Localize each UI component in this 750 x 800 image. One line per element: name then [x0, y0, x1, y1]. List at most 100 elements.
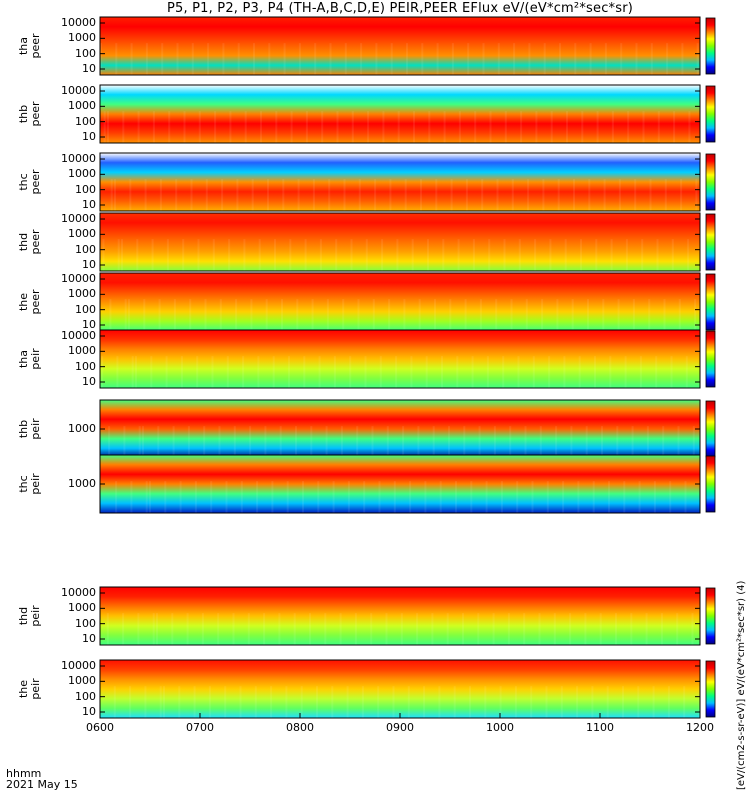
- texture-streak: [450, 179, 453, 211]
- texture-streak: [441, 356, 443, 388]
- texture-streak: [660, 613, 663, 645]
- texture-streak: [592, 481, 595, 513]
- texture-streak: [288, 356, 290, 388]
- texture-streak: [446, 613, 449, 645]
- panel-label: the peir: [17, 678, 42, 700]
- texture-streak: [235, 299, 238, 331]
- texture-streak: [358, 179, 361, 211]
- texture-streak: [413, 111, 415, 143]
- x-axis-label-date: 2021 May 15: [6, 778, 78, 791]
- texture-streak: [553, 613, 556, 645]
- texture-streak: [161, 43, 164, 75]
- texture-streak: [100, 43, 102, 75]
- texture-streak: [328, 179, 331, 211]
- texture-streak: [208, 686, 211, 718]
- y-tick-label: 1000: [68, 99, 96, 113]
- texture-streak: [357, 299, 360, 331]
- texture-streak: [187, 426, 190, 458]
- texture-streak: [166, 239, 169, 271]
- texture-streak: [488, 239, 491, 271]
- panel-label: thb peer: [17, 101, 42, 127]
- colorbar: [705, 400, 716, 458]
- texture-streak: [350, 239, 353, 271]
- texture-streak: [116, 356, 119, 388]
- texture-streak: [604, 43, 607, 75]
- y-tick-label: 1000: [68, 674, 96, 688]
- texture-streak: [402, 426, 405, 458]
- texture-streak: [324, 613, 327, 645]
- texture-streak: [584, 613, 587, 645]
- spectrogram-panel-3: [99, 152, 716, 212]
- texture-streak: [416, 613, 419, 645]
- texture-streak: [457, 239, 460, 271]
- colorbar: [705, 17, 716, 75]
- texture-streak: [158, 299, 161, 331]
- spectrogram-image: [100, 213, 700, 271]
- texture-streak: [555, 426, 558, 458]
- texture-streak: [201, 613, 204, 645]
- texture-streak: [242, 356, 245, 388]
- texture-streak: [137, 111, 140, 143]
- texture-streak: [351, 111, 354, 143]
- texture-streak: [642, 111, 645, 143]
- texture-streak: [122, 613, 125, 645]
- texture-streak: [173, 299, 176, 331]
- texture-streak: [581, 111, 584, 143]
- texture-streak: [588, 179, 591, 211]
- texture-streak: [319, 239, 322, 271]
- texture-streak: [602, 299, 605, 331]
- texture-streak: [455, 481, 457, 513]
- texture-streak: [300, 686, 303, 718]
- texture-streak: [479, 299, 482, 331]
- texture-streak: [497, 43, 500, 75]
- texture-streak: [326, 299, 329, 331]
- texture-streak: [646, 426, 649, 458]
- texture-streak: [264, 426, 267, 458]
- spectrogram-image: [100, 455, 700, 513]
- texture-streak: [115, 481, 118, 513]
- texture-streak: [305, 111, 308, 143]
- texture-streak: [625, 239, 628, 271]
- texture-streak: [462, 613, 464, 645]
- texture-streak: [260, 111, 262, 143]
- texture-streak: [397, 111, 400, 143]
- texture-streak: [274, 239, 276, 271]
- texture-streak: [251, 179, 254, 211]
- texture-streak: [673, 111, 676, 143]
- texture-streak: [545, 686, 548, 718]
- y-tick-label: 100: [75, 242, 96, 256]
- texture-streak: [569, 613, 572, 645]
- texture-streak: [159, 179, 162, 211]
- texture-streak: [502, 356, 505, 388]
- texture-streak: [623, 481, 626, 513]
- texture-streak: [564, 239, 567, 271]
- texture-streak: [484, 686, 487, 718]
- texture-streak: [407, 686, 410, 718]
- texture-streak: [630, 613, 633, 645]
- panel-frame: [99, 212, 701, 272]
- texture-streak: [514, 686, 517, 718]
- texture-streak: [481, 179, 484, 211]
- texture-streak: [423, 686, 426, 718]
- texture-streak: [222, 43, 225, 75]
- texture-streak: [344, 43, 347, 75]
- texture-streak: [156, 613, 158, 645]
- texture-streak: [400, 613, 403, 645]
- texture-streak: [124, 299, 127, 331]
- texture-streak: [691, 613, 694, 645]
- x-tick-label: 0700: [186, 721, 214, 734]
- y-tick-label: 100: [75, 359, 96, 373]
- texture-streak: [163, 686, 165, 718]
- texture-streak: [530, 686, 533, 718]
- texture-streak: [309, 613, 311, 645]
- texture-streak: [371, 426, 374, 458]
- texture-streak: [390, 43, 393, 75]
- x-axis-label-time: hhmm: [6, 767, 42, 780]
- texture-streak: [293, 613, 296, 645]
- texture-streak: [145, 481, 148, 513]
- texture-streak: [186, 613, 189, 645]
- texture-streak: [316, 686, 318, 718]
- texture-streak: [295, 426, 297, 458]
- colorbar: [705, 587, 716, 645]
- texture-streak: [680, 179, 683, 211]
